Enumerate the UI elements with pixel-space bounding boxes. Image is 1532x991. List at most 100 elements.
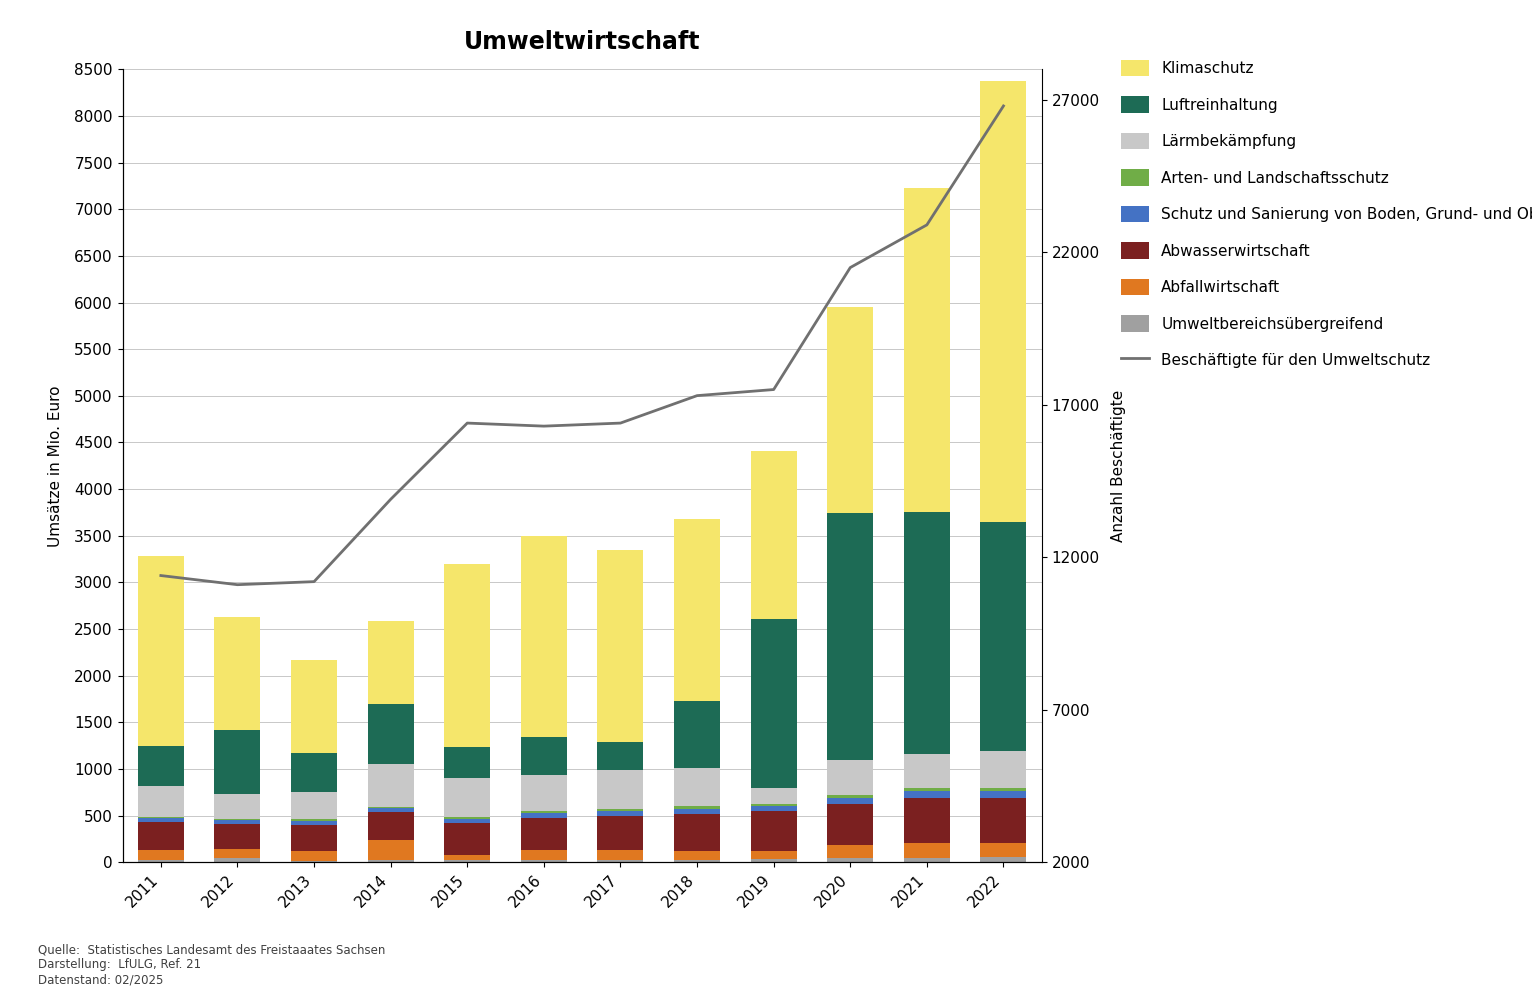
Bar (597, 812, 643, 816)
Bar (904, 188, 950, 512)
Bar (674, 807, 720, 809)
Bar (138, 786, 184, 817)
Bar (597, 816, 643, 849)
Bar (521, 814, 567, 818)
Bar (368, 809, 414, 812)
Bar (980, 521, 1026, 751)
Bar (904, 843, 950, 857)
Bar (827, 307, 873, 513)
Bar (980, 791, 1026, 799)
Bar (674, 851, 720, 860)
Bar (751, 850, 797, 859)
Bar (827, 845, 873, 858)
Title: Umweltwirtschaft: Umweltwirtschaft (464, 30, 700, 54)
Bar (980, 751, 1026, 788)
Bar (751, 812, 797, 850)
Bar (597, 849, 643, 860)
Bar (444, 747, 490, 778)
Bar (597, 742, 643, 770)
Bar (368, 764, 414, 807)
Y-axis label: Anzahl Beschäftigte: Anzahl Beschäftigte (1111, 389, 1126, 542)
Bar (138, 819, 184, 823)
Bar (827, 858, 873, 862)
Bar (904, 799, 950, 843)
Bar (521, 812, 567, 814)
Bar (138, 823, 184, 850)
Bar (521, 535, 567, 736)
Bar (214, 616, 260, 729)
Bar (444, 860, 490, 862)
Bar (214, 858, 260, 862)
Bar (521, 818, 567, 849)
Bar (597, 770, 643, 810)
Bar (597, 550, 643, 742)
Bar (444, 855, 490, 860)
Bar (138, 817, 184, 819)
Bar (674, 768, 720, 807)
Bar (138, 860, 184, 862)
Bar (827, 804, 873, 845)
Bar (368, 812, 414, 839)
Bar (980, 81, 1026, 521)
Bar (214, 824, 260, 849)
Bar (904, 789, 950, 791)
Bar (980, 788, 1026, 791)
Bar (214, 821, 260, 824)
Bar (444, 824, 490, 855)
Bar (674, 860, 720, 862)
Text: Quelle:  Statistisches Landesamt des Freistaaates Sachsen
Darstellung:  LfULG, R: Quelle: Statistisches Landesamt des Frei… (38, 943, 386, 986)
Bar (291, 753, 337, 792)
Bar (368, 807, 414, 809)
Bar (980, 799, 1026, 843)
Bar (597, 810, 643, 812)
Bar (214, 819, 260, 821)
Bar (827, 796, 873, 798)
Bar (674, 809, 720, 814)
Bar (291, 792, 337, 820)
Bar (444, 778, 490, 818)
Bar (904, 857, 950, 862)
Bar (368, 860, 414, 862)
Bar (751, 804, 797, 807)
Bar (291, 822, 337, 825)
Bar (904, 791, 950, 799)
Bar (138, 746, 184, 786)
Bar (751, 807, 797, 812)
Bar (674, 814, 720, 851)
Bar (521, 860, 567, 862)
Bar (368, 705, 414, 764)
Bar (827, 759, 873, 796)
Bar (904, 512, 950, 754)
Bar (521, 849, 567, 860)
Bar (214, 794, 260, 819)
Bar (214, 849, 260, 858)
Bar (674, 519, 720, 701)
Bar (521, 736, 567, 775)
Bar (904, 754, 950, 789)
Y-axis label: Umsätze in Mio. Euro: Umsätze in Mio. Euro (47, 385, 63, 546)
Bar (751, 859, 797, 862)
Bar (444, 818, 490, 820)
Bar (291, 820, 337, 822)
Bar (291, 851, 337, 861)
Bar (827, 798, 873, 804)
Bar (368, 621, 414, 705)
Bar (674, 701, 720, 768)
Bar (597, 860, 643, 862)
Bar (980, 857, 1026, 862)
Bar (751, 451, 797, 618)
Bar (751, 618, 797, 788)
Bar (444, 820, 490, 824)
Bar (444, 565, 490, 747)
Bar (521, 775, 567, 812)
Bar (751, 788, 797, 804)
Bar (138, 556, 184, 746)
Bar (291, 861, 337, 862)
Bar (291, 660, 337, 753)
Bar (291, 825, 337, 851)
Bar (827, 513, 873, 759)
Bar (138, 850, 184, 860)
Bar (368, 839, 414, 860)
Bar (980, 843, 1026, 857)
Bar (214, 729, 260, 794)
